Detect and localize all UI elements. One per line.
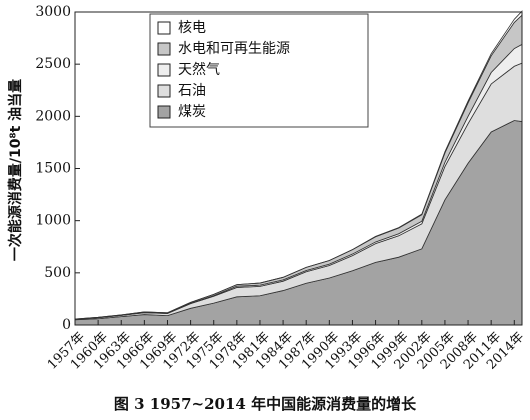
- legend-swatch: [157, 42, 171, 56]
- legend-label: 石油: [178, 83, 206, 99]
- y-tick-label: 2000: [35, 108, 71, 124]
- legend-swatch: [157, 63, 171, 77]
- legend-label: 水电和可再生能源: [178, 41, 290, 57]
- legend-label: 煤炭: [178, 104, 206, 120]
- y-tick-label: 500: [44, 265, 71, 281]
- legend-swatch: [157, 21, 171, 35]
- legend-swatch: [157, 105, 171, 119]
- legend-label: 天然气: [178, 61, 220, 78]
- legend-box: [149, 13, 369, 128]
- y-tick-label: 1000: [35, 213, 71, 229]
- y-tick-label: 2500: [35, 56, 71, 72]
- chart-title: 图 3 1957~2014 年中国能源消费量的增长: [114, 395, 417, 413]
- legend-swatch: [157, 84, 171, 98]
- y-tick-label: 0: [62, 317, 71, 333]
- y-axis-label: 一次能源消费量/10⁸t 油当量: [7, 79, 24, 261]
- legend-label: 核电: [178, 20, 206, 36]
- y-tick-label: 3000: [35, 4, 71, 20]
- y-tick-label: 1500: [35, 161, 71, 177]
